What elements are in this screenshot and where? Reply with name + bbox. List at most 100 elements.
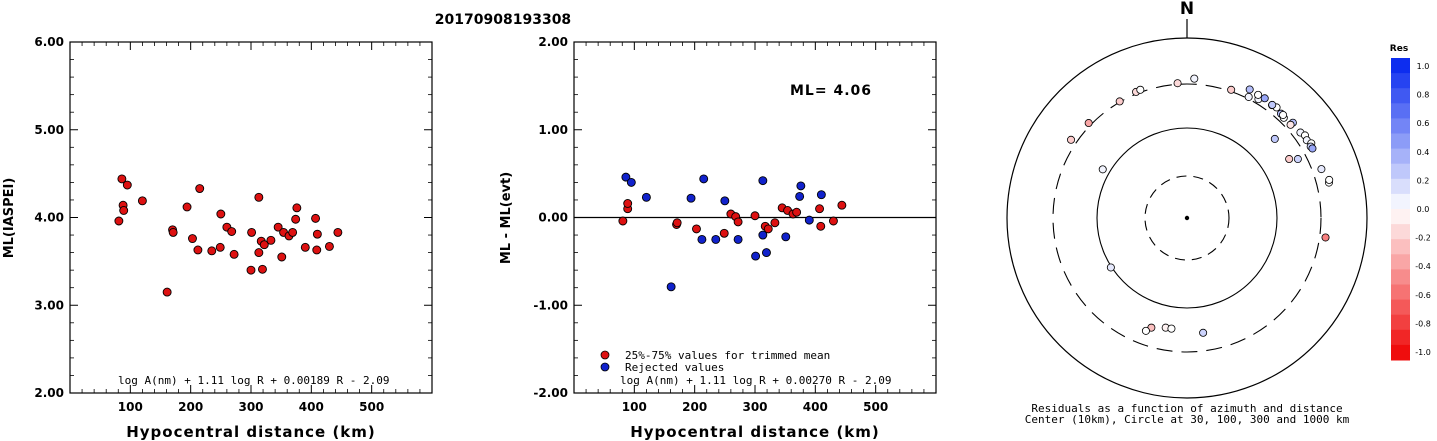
ring-300km bbox=[1052, 83, 1322, 353]
data-point bbox=[168, 227, 178, 237]
colorbar-cell bbox=[1391, 103, 1410, 119]
colorbar-cell bbox=[1391, 269, 1410, 285]
data-point bbox=[247, 227, 257, 237]
ml-vs-distance-panel: 100 200 300 400 500 2.00 3.00 4.00 5.00 6.00 Hypo… bbox=[2, 35, 433, 441]
ring-30km bbox=[1144, 175, 1230, 261]
data-point bbox=[254, 192, 264, 202]
colorbar-tick-label: -0.4 bbox=[1415, 262, 1431, 271]
data-point bbox=[292, 203, 302, 213]
colorbar-cell bbox=[1391, 299, 1410, 316]
station-residual-points bbox=[1067, 74, 1334, 337]
station-point bbox=[1227, 85, 1236, 94]
data-point bbox=[697, 234, 707, 244]
residual-vs-distance-panel: 100 200 300 400 500 -2.00 -1.00 0.00 1.00 2.00 ML… bbox=[499, 35, 937, 441]
y-tick-label: 2.00 bbox=[34, 386, 64, 400]
station-point bbox=[1199, 328, 1208, 337]
data-point bbox=[114, 216, 124, 226]
x-axis-label: Hypocentral distance (km) bbox=[630, 423, 880, 441]
y-tick-label: 4.00 bbox=[34, 211, 64, 225]
formula-text: log A(nm) + 1.11 log R + 0.00189 R - 2.0… bbox=[118, 374, 390, 387]
station-point bbox=[1173, 79, 1182, 88]
data-point bbox=[266, 235, 276, 245]
station-point bbox=[1167, 324, 1176, 333]
y-tick-label: 3.00 bbox=[34, 298, 64, 312]
data-point bbox=[719, 228, 729, 238]
caption-line-1: Residuals as a function of azimuth and d… bbox=[1031, 402, 1342, 415]
data-point bbox=[215, 242, 225, 252]
colorbar-tick-label: -1.0 bbox=[1415, 348, 1431, 357]
data-point bbox=[119, 206, 129, 215]
x-tick-label: 200 bbox=[682, 400, 707, 414]
colorbar-cell bbox=[1391, 209, 1410, 225]
colorbar-cell bbox=[1391, 329, 1410, 346]
x-tick-label: 100 bbox=[118, 400, 143, 414]
station-point bbox=[1260, 94, 1269, 103]
data-point bbox=[795, 191, 805, 201]
formula-text: log A(nm) + 1.11 log R + 0.00270 R - 2.0… bbox=[620, 374, 892, 387]
y-axis-label: ML - ML(evt) bbox=[499, 172, 514, 264]
plot-frame bbox=[69, 41, 433, 394]
data-point bbox=[162, 287, 172, 297]
data-point bbox=[758, 176, 768, 186]
station-point bbox=[1286, 120, 1295, 129]
north-label: N bbox=[1180, 0, 1194, 19]
data-point bbox=[333, 227, 343, 237]
data-point bbox=[666, 282, 676, 292]
data-point bbox=[672, 218, 682, 228]
data-point bbox=[311, 213, 321, 223]
data-point bbox=[641, 192, 651, 202]
data-point bbox=[763, 224, 773, 234]
x-tick-label: 400 bbox=[299, 400, 324, 414]
colorbar-cell bbox=[1391, 344, 1410, 361]
colorbar-cells bbox=[1391, 58, 1410, 361]
data-point bbox=[195, 184, 205, 193]
station-point bbox=[1293, 155, 1302, 164]
station-point bbox=[1098, 165, 1107, 174]
data-point bbox=[758, 230, 768, 240]
data-point bbox=[781, 232, 791, 242]
data-point bbox=[300, 242, 310, 252]
station-point bbox=[1244, 92, 1253, 101]
epicenter-marker bbox=[1184, 215, 1190, 221]
colorbar-tick-label: 0.4 bbox=[1417, 148, 1430, 157]
station-point bbox=[1106, 263, 1115, 272]
data-point bbox=[277, 252, 287, 262]
data-point bbox=[692, 224, 701, 234]
data-point bbox=[816, 190, 826, 200]
data-point bbox=[312, 245, 322, 255]
data-point bbox=[762, 248, 771, 258]
colorbar-tick-label: 0.0 bbox=[1417, 205, 1430, 214]
data-point bbox=[324, 242, 334, 251]
colorbar-cell bbox=[1391, 284, 1410, 301]
legend-marker-trimmed bbox=[600, 350, 610, 360]
data-point bbox=[193, 245, 203, 255]
station-point bbox=[1254, 90, 1263, 99]
colorbar-cell bbox=[1391, 193, 1410, 210]
colorbar-cell bbox=[1391, 178, 1410, 195]
x-tick-label: 500 bbox=[863, 400, 888, 414]
data-point bbox=[711, 234, 721, 244]
data-point bbox=[796, 181, 806, 191]
data-point bbox=[750, 211, 760, 221]
data-point bbox=[117, 174, 127, 184]
data-point bbox=[733, 217, 743, 227]
y-tick-label: 5.00 bbox=[34, 123, 64, 137]
residual-colorbar: Res 1.0 0.8 0.6 0.4 0.2 0.0 -0.2 -0.4 -0.6 -0.8 -1… bbox=[1390, 44, 1431, 361]
colorbar-cell bbox=[1391, 148, 1410, 165]
y-tick-label: -2.00 bbox=[533, 386, 568, 400]
colorbar-tick-label: -0.8 bbox=[1415, 319, 1431, 328]
data-point bbox=[291, 214, 301, 224]
colorbar-tick-labels: 1.0 0.8 0.6 0.4 0.2 0.0 -0.2 -0.4 -0.6 -0.8 -1.0 bbox=[1415, 62, 1431, 357]
data-point bbox=[229, 249, 239, 259]
data-point bbox=[288, 227, 298, 237]
data-point bbox=[273, 222, 283, 232]
y-tick-label: 2.00 bbox=[538, 35, 568, 49]
data-point bbox=[254, 248, 264, 258]
data-point bbox=[837, 200, 847, 210]
x-tick-label: 200 bbox=[178, 400, 203, 414]
station-point bbox=[1190, 74, 1199, 83]
data-point bbox=[828, 216, 838, 226]
data-point bbox=[621, 172, 631, 182]
colorbar-tick-label: 0.2 bbox=[1417, 176, 1430, 185]
